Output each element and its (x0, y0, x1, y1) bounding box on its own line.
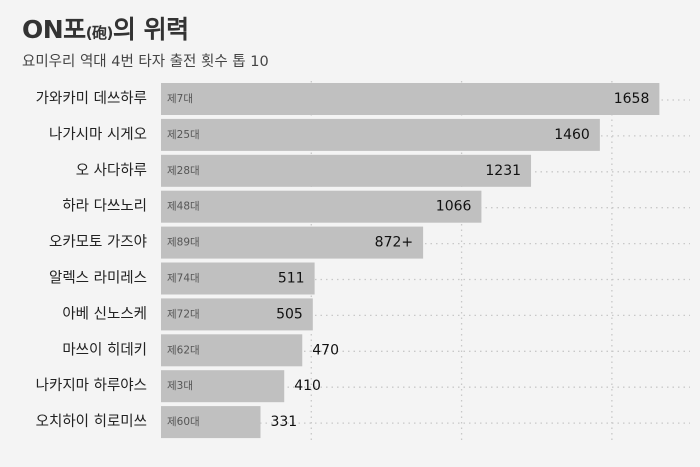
bar (161, 334, 303, 367)
edition-label: 제28대 (167, 165, 200, 177)
chart-subtitle: 요미우리 역대 4번 타자 출전 횟수 톱 10 (22, 54, 269, 70)
bar (161, 370, 285, 403)
value-label: 331 (270, 414, 297, 430)
category-label: 나가시마 시게오 (49, 126, 147, 143)
bar (161, 154, 532, 187)
edition-label: 제72대 (167, 308, 200, 320)
value-label: 470 (312, 342, 339, 358)
category-label: 알렉스 라미레스 (49, 270, 147, 287)
bar (161, 226, 424, 259)
category-label: 하라 다쓰노리 (62, 198, 147, 215)
edition-label: 제3대 (167, 380, 193, 392)
category-label: 아베 신노스케 (62, 305, 147, 322)
value-label: 1231 (485, 163, 521, 179)
chart-title-end: 의 위력 (112, 15, 189, 44)
chart-title: ON포(砲)의 위력 (22, 10, 189, 46)
edition-label: 제7대 (167, 93, 193, 105)
category-label: 오카모토 가즈야 (49, 234, 147, 251)
edition-label: 제74대 (167, 273, 200, 285)
category-label: 오치하이 히로미쓰 (36, 413, 147, 430)
category-label: 마쓰이 히데키 (62, 341, 147, 358)
chart-title-paren: (砲) (85, 24, 114, 42)
category-label: 나카지마 하루야스 (36, 377, 147, 394)
bar (161, 190, 482, 223)
bar (161, 83, 660, 115)
edition-label: 제89대 (167, 237, 200, 249)
value-label: 410 (294, 378, 321, 394)
category-label: 오 사다하루 (76, 162, 147, 179)
chart-title-main: ON포 (22, 15, 86, 44)
value-label: 505 (276, 306, 303, 322)
edition-label: 제62대 (167, 344, 200, 356)
bar (161, 298, 313, 331)
value-label: 1658 (614, 91, 650, 107)
bar (161, 118, 600, 151)
bar (161, 406, 261, 439)
value-label: 1066 (436, 199, 472, 215)
bars: 가와카미 데쓰하루 제7대 1658 나가시마 시게오 제25대 1460 오 사다하루 제2… (36, 83, 660, 439)
edition-label: 제25대 (167, 129, 200, 141)
value-label: 511 (278, 271, 305, 287)
edition-label: 제48대 (167, 201, 200, 213)
category-label: 가와카미 데쓰하루 (36, 90, 147, 107)
edition-label: 제60대 (167, 416, 200, 428)
value-label: 872+ (375, 235, 413, 251)
bar (161, 262, 315, 295)
value-label: 1460 (554, 127, 590, 143)
